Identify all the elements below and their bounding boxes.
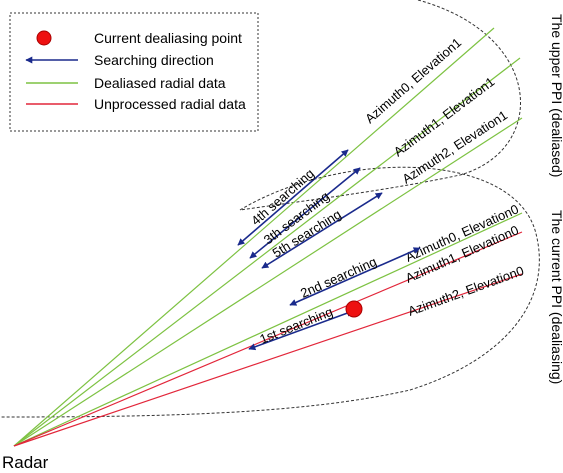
search-arrow-1st [248, 309, 354, 351]
radial-azimuth2-elevation1 [13, 117, 523, 447]
search-arrow-5th [261, 192, 383, 269]
upper-ppi-label: The upper PPI (dealiased) [549, 14, 563, 177]
search-label-1st: 1st searching [258, 304, 335, 347]
legend-label-point: Current dealiasing point [94, 30, 242, 46]
legend-label-unprocessed: Unprocessed radial data [94, 96, 246, 112]
legend-label-search: Searching direction [94, 52, 214, 68]
current-dealiasing-point [345, 300, 363, 318]
legend-point-icon [36, 30, 52, 46]
radial-azimuth2-elevation0 [13, 273, 523, 447]
radar-label: Radar [2, 453, 49, 472]
search-arrow-2nd [289, 247, 421, 306]
legend-label-dealiased: Dealiased radial data [94, 75, 226, 91]
search-label-2nd: 2nd searching [298, 254, 379, 301]
current-ppi-label: The current PPI (dealiasing) [549, 210, 563, 384]
legend-box [9, 12, 259, 132]
